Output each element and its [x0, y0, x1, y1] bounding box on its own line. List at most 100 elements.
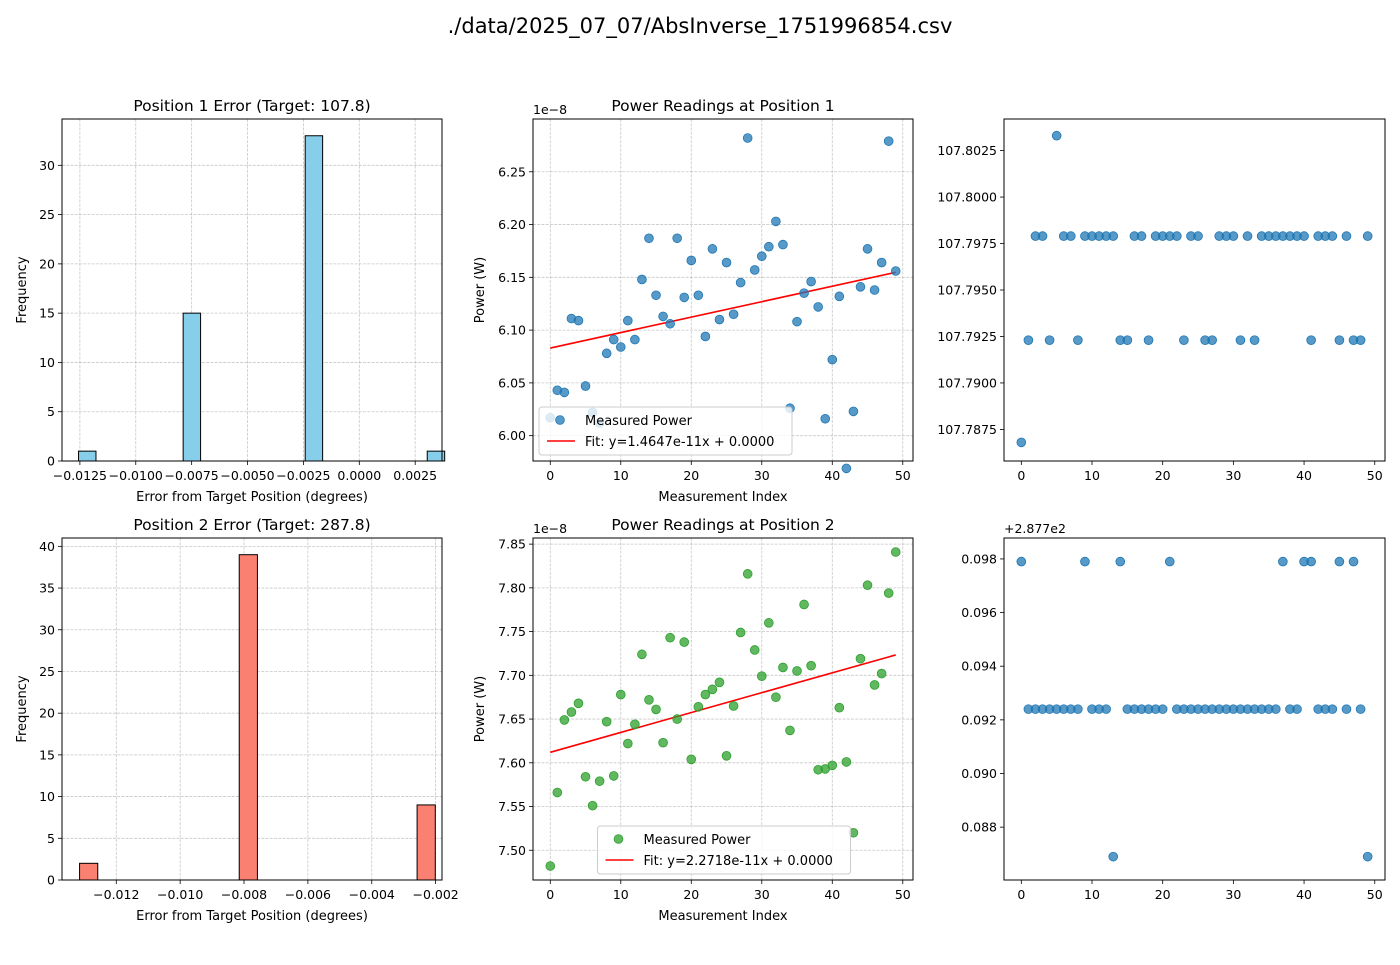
data-point [756, 671, 767, 681]
data-point [630, 719, 640, 730]
x-tick-label: 0 [1017, 468, 1025, 483]
y-tick-label: 6.20 [498, 217, 526, 232]
x-axis-label: Error from Target Position (degrees) [136, 490, 368, 505]
data-point [580, 381, 591, 391]
y-tick-label: 35 [39, 581, 55, 596]
legend-frame [538, 406, 793, 456]
data-point [679, 637, 690, 647]
data-point [1193, 231, 1203, 241]
data-point [1108, 231, 1119, 241]
data-point [883, 588, 894, 598]
data-point [728, 701, 739, 711]
data-point [566, 707, 577, 717]
data-point [742, 569, 753, 579]
data-point [1172, 231, 1182, 241]
y-tick-label: 30 [39, 622, 55, 637]
data-point [1362, 851, 1373, 862]
x-tick-label: 30 [754, 468, 770, 483]
chart-p2_power: 0 10 20 30 40 50 7.50 7.55 7.60 7.65 7.70 7.75 7.80 7… [473, 516, 914, 924]
data-point [623, 315, 633, 326]
data-point [587, 800, 598, 811]
data-point [785, 725, 795, 736]
y-tick-label: 6.00 [498, 428, 526, 443]
histogram-bar [78, 450, 97, 462]
axes-frame [61, 537, 443, 881]
chart-p2_angle: 0 10 20 30 40 50 0.088 0.090 0.092 0.094 0.096 0.09… [961, 521, 1386, 902]
data-point [1306, 335, 1316, 345]
x-tick-label: −0.008 [221, 887, 267, 902]
histogram-bar [304, 135, 324, 462]
data-point [721, 257, 732, 268]
data-point [1164, 556, 1175, 567]
data-point [1108, 851, 1119, 862]
data-point [792, 316, 802, 327]
data-point [1179, 335, 1189, 345]
data-point [841, 463, 852, 474]
x-tick-label: 30 [754, 887, 770, 902]
y-tick-label: 7.60 [498, 755, 526, 770]
data-point [637, 649, 647, 660]
data-point [672, 233, 682, 244]
axis-offset-label: 1e−8 [533, 521, 567, 536]
data-point [820, 413, 831, 424]
y-tick-label: 0.088 [961, 820, 997, 835]
data-point [799, 288, 809, 298]
data-point [855, 282, 866, 292]
data-point [1073, 335, 1083, 345]
legend-frame [597, 825, 851, 875]
data-point [890, 547, 901, 557]
x-tick-label: −0.006 [285, 887, 331, 902]
y-tick-label: 0 [47, 454, 55, 469]
data-point [1016, 556, 1027, 567]
data-point [1355, 704, 1366, 714]
data-point [1122, 335, 1133, 345]
data-point [834, 291, 845, 302]
data-point [644, 233, 654, 244]
data-point [700, 331, 711, 342]
y-tick-label: 107.7875 [937, 422, 997, 437]
data-point [728, 309, 739, 320]
chart-title: Power Readings at Position 1 [611, 97, 834, 115]
data-point [623, 738, 633, 749]
chart-title: Position 1 Error (Target: 107.8) [133, 97, 370, 115]
data-point [771, 692, 781, 702]
y-tick-label: 107.7975 [937, 236, 997, 251]
x-tick-label: 30 [1225, 887, 1241, 902]
x-tick-label: 0.0025 [393, 468, 437, 483]
data-point [1327, 704, 1338, 714]
legend-marker [555, 415, 565, 425]
data-point [615, 689, 626, 700]
histogram-bar [416, 804, 436, 881]
y-axis-label: Power (W) [473, 676, 488, 742]
y-axis-label: Power (W) [473, 257, 488, 323]
data-point [869, 680, 880, 690]
data-point [1341, 704, 1352, 714]
chart-title: Position 2 Error (Target: 287.8) [133, 516, 370, 534]
data-point [658, 311, 668, 322]
data-point [714, 677, 725, 688]
data-point [594, 776, 605, 786]
data-point [1115, 556, 1126, 567]
data-point [890, 266, 901, 276]
x-tick-label: 50 [895, 468, 911, 483]
data-point [1044, 335, 1055, 345]
data-point [637, 274, 647, 285]
data-point [700, 689, 711, 700]
data-point [559, 715, 570, 725]
y-tick-label: 7.65 [498, 712, 526, 727]
y-tick-label: 0.094 [961, 659, 997, 674]
x-tick-label: 20 [1155, 887, 1171, 902]
y-tick-label: 107.7900 [937, 375, 997, 390]
data-point [1228, 231, 1239, 241]
data-point [573, 315, 584, 326]
data-point [601, 716, 612, 727]
data-point [1073, 704, 1083, 714]
x-tick-label: 40 [1296, 887, 1312, 902]
y-tick-label: 107.8025 [937, 143, 997, 158]
data-point [735, 277, 746, 288]
legend: Measured Power Fit: y=2.2718e-11x + 0.000… [597, 825, 851, 875]
data-point [869, 285, 880, 295]
x-tick-label: 40 [1296, 468, 1312, 483]
histogram-bar [182, 312, 202, 462]
histogram-bar [79, 862, 99, 881]
